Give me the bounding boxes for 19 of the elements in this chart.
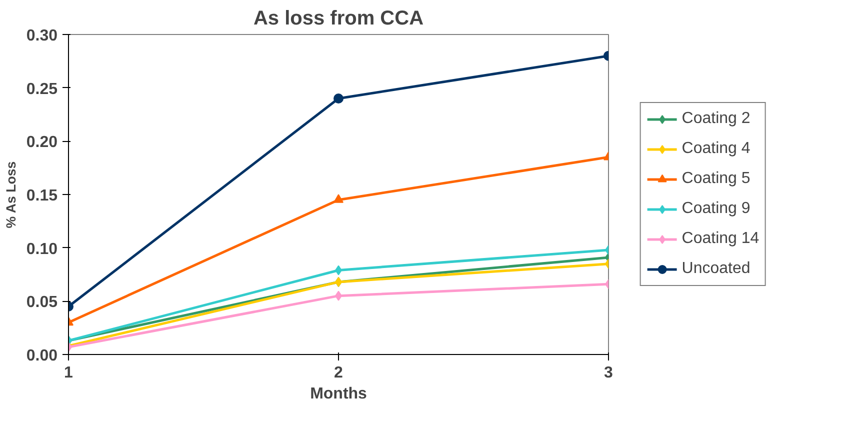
legend-label: Coating 14 xyxy=(682,230,760,248)
y-axis-title: % As Loss xyxy=(3,161,18,228)
x-axis-title: Months xyxy=(310,386,368,402)
legend-label: Coating 4 xyxy=(682,140,750,158)
legend-label: Coating 5 xyxy=(682,170,750,188)
y-tick-label: 0.05 xyxy=(26,294,58,312)
y-tick-label: 0.15 xyxy=(26,188,58,204)
x-tick-label: 3 xyxy=(604,364,614,382)
y-tick-label: 0.10 xyxy=(26,240,58,258)
y-tick-label: 0.00 xyxy=(26,348,58,364)
y-tick-label: 0.30 xyxy=(26,28,58,44)
x-tick-label: 1 xyxy=(64,364,74,382)
x-tick-label: 2 xyxy=(334,364,344,382)
legend-label: Coating 2 xyxy=(682,110,750,128)
y-tick-label: 0.20 xyxy=(26,134,58,152)
chart-title: As loss from CCA xyxy=(253,8,424,30)
y-tick-label: 0.25 xyxy=(26,80,58,98)
legend-label: Uncoated xyxy=(682,260,750,278)
legend-label: Coating 9 xyxy=(682,200,750,218)
